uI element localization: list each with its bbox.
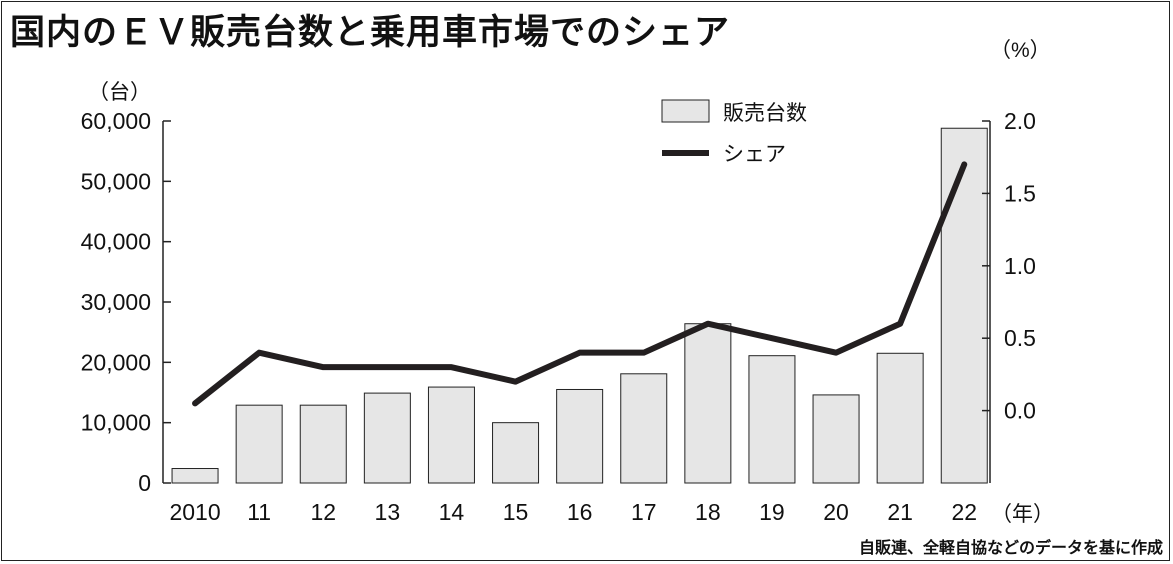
share-point-14 xyxy=(450,366,452,368)
bar-12 xyxy=(299,404,347,484)
left-tick-label: 20,000 xyxy=(81,349,151,375)
left-axis-unit: （台） xyxy=(88,81,151,104)
x-tick-label: 18 xyxy=(695,499,721,525)
right-axis-unit: （%） xyxy=(990,39,1051,62)
bar-13 xyxy=(363,392,411,484)
x-tick-label: 22 xyxy=(951,499,977,525)
legend-bar-swatch xyxy=(661,99,710,123)
bar-2010 xyxy=(171,468,219,484)
x-tick-label: 20 xyxy=(823,499,849,525)
share-point-16 xyxy=(579,352,581,354)
chart-title: 国内のＥＶ販売台数と乗用車市場でのシェア xyxy=(10,13,731,53)
left-tick-label: 50,000 xyxy=(81,168,151,194)
legend-line-label: シェア xyxy=(723,142,786,166)
bar-18 xyxy=(684,323,732,484)
x-axis-unit: （年） xyxy=(991,503,1054,526)
share-line xyxy=(192,161,968,407)
share-point-22 xyxy=(963,163,965,165)
right-tick-label: 0.5 xyxy=(1004,325,1036,351)
x-tick-label: 19 xyxy=(759,499,785,525)
share-point-11 xyxy=(258,352,260,354)
right-tick-label: 2.0 xyxy=(1004,108,1036,134)
share-point-19 xyxy=(771,337,773,339)
bar-14 xyxy=(427,386,475,484)
left-tick-label: 40,000 xyxy=(81,229,151,255)
x-tick-label: 17 xyxy=(631,499,657,525)
share-point-2010 xyxy=(194,402,196,404)
share-point-18 xyxy=(707,323,709,325)
bar-22 xyxy=(940,127,988,484)
x-tick-label: 16 xyxy=(567,499,593,525)
bar-16 xyxy=(556,388,604,484)
share-point-17 xyxy=(643,352,645,354)
source-note: 自販連、全軽自協などのデータを基に作成 xyxy=(858,538,1163,557)
bar-20 xyxy=(812,394,860,484)
right-tick-label: 1.0 xyxy=(1004,253,1036,279)
x-tick-label: 2010 xyxy=(169,499,220,525)
x-tick-label: 14 xyxy=(439,499,465,525)
share-point-20 xyxy=(835,352,837,354)
left-tick-label: 60,000 xyxy=(81,108,151,134)
share-point-12 xyxy=(322,366,324,368)
x-tick-label: 15 xyxy=(503,499,529,525)
left-tick-label: 30,000 xyxy=(81,289,151,315)
x-tick-label: 21 xyxy=(887,499,913,525)
bar-17 xyxy=(620,373,668,484)
x-tick-label: 11 xyxy=(247,499,271,525)
share-point-15 xyxy=(515,381,517,383)
legend-bar-label: 販売台数 xyxy=(723,101,807,125)
bar-11 xyxy=(235,404,283,484)
share-point-21 xyxy=(899,323,901,325)
bar-19 xyxy=(748,355,796,484)
left-tick-label: 10,000 xyxy=(81,410,151,436)
x-tick-label: 12 xyxy=(310,499,336,525)
right-tick-label: 0.0 xyxy=(1004,398,1036,424)
share-point-13 xyxy=(386,366,388,368)
x-tick-label: 13 xyxy=(375,499,401,525)
left-tick-label: 0 xyxy=(138,470,151,496)
bar-21 xyxy=(876,352,924,484)
bar-15 xyxy=(492,422,540,484)
right-tick-label: 1.5 xyxy=(1004,180,1036,206)
